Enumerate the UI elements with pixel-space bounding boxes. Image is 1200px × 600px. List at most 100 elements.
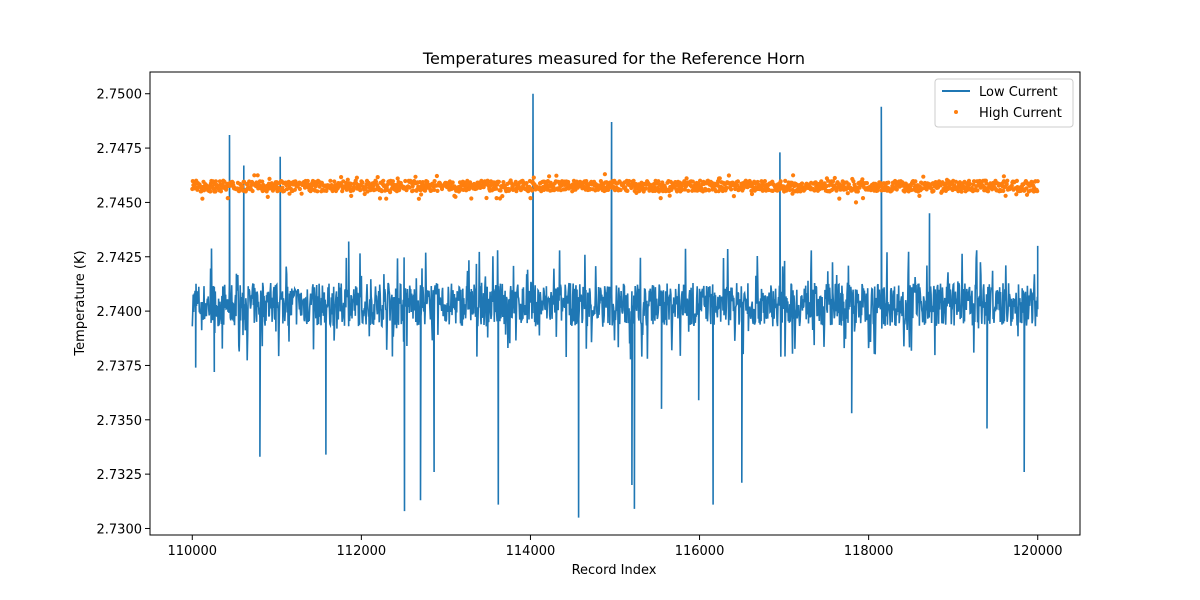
high-current-point <box>339 175 344 180</box>
high-current-point <box>1035 189 1040 194</box>
high-current-point <box>886 180 891 185</box>
high-current-point <box>1014 178 1020 183</box>
high-current-point <box>778 179 783 184</box>
high-current-point <box>827 183 832 188</box>
high-current-point <box>260 179 265 184</box>
chart-title: Temperatures measured for the Reference … <box>422 49 805 68</box>
high-current-point <box>377 196 383 201</box>
high-current-point <box>913 179 918 184</box>
plot-frame <box>149 71 1081 536</box>
plot-area <box>190 93 1040 518</box>
high-current-point <box>524 181 529 186</box>
high-current-point <box>217 179 222 184</box>
high-current-point <box>845 191 850 196</box>
high-current-point <box>218 189 224 194</box>
high-current-point <box>403 178 408 184</box>
high-current-point <box>363 185 368 190</box>
high-current-point <box>860 196 866 201</box>
high-current-point <box>643 186 649 191</box>
high-current-point <box>832 175 837 181</box>
high-current-point <box>255 173 260 178</box>
high-current-point <box>225 196 230 201</box>
high-current-point <box>629 185 634 191</box>
high-current-point <box>554 173 559 178</box>
high-current-point <box>921 174 926 179</box>
x-tick-label: 112000 <box>337 544 387 559</box>
high-current-point <box>855 189 861 194</box>
x-axis: 110000 112000 114000 116000 118000 120000 <box>167 535 1063 559</box>
high-current-point <box>373 179 379 184</box>
high-current-point <box>530 188 535 193</box>
high-current-point <box>707 188 712 193</box>
high-current-point <box>419 192 424 197</box>
high-current-point <box>494 186 499 191</box>
high-current-point <box>729 187 734 192</box>
high-current-point <box>1005 178 1010 183</box>
high-current-point <box>831 179 836 184</box>
high-current-point <box>328 178 333 183</box>
high-current-point <box>297 186 302 192</box>
high-current-point <box>1014 192 1019 197</box>
y-axis-label: Temperature (K) <box>73 250 88 356</box>
high-current-point <box>741 186 746 191</box>
high-current-point <box>837 182 843 187</box>
high-current-point <box>957 180 963 185</box>
high-current-point <box>1009 183 1014 188</box>
high-current-point <box>390 179 395 184</box>
high-current-point <box>852 182 857 187</box>
high-current-point <box>329 183 334 188</box>
high-current-point <box>547 174 552 179</box>
high-current-point <box>267 176 272 181</box>
high-current-point <box>484 195 489 201</box>
high-current-point <box>354 175 359 180</box>
high-current-point <box>959 189 964 194</box>
y-tick-label: 2.7325 <box>97 468 143 483</box>
high-current-point <box>242 179 247 184</box>
high-current-point <box>566 179 571 185</box>
high-current-point <box>790 191 795 196</box>
high-current-point <box>686 188 691 193</box>
high-current-point <box>800 181 805 186</box>
high-current-point <box>528 196 533 201</box>
high-current-point <box>864 181 870 186</box>
high-current-point <box>265 194 270 199</box>
high-current-point <box>287 191 292 196</box>
high-current-point <box>1024 186 1029 191</box>
high-current-point <box>574 179 579 184</box>
high-current-point <box>349 193 354 198</box>
high-current-point <box>735 179 741 184</box>
y-tick-label: 2.7300 <box>97 522 143 537</box>
legend-label-high-current: High Current <box>979 106 1062 121</box>
high-current-point <box>749 191 755 197</box>
high-current-point <box>853 200 859 205</box>
high-current-point <box>1001 188 1006 193</box>
high-current-point <box>479 178 484 183</box>
high-current-point <box>1001 174 1007 179</box>
high-current-point <box>213 179 218 184</box>
legend-marker-swatch <box>954 110 958 114</box>
high-current-point <box>432 187 437 192</box>
x-tick-label: 116000 <box>675 544 725 559</box>
high-current-point <box>770 188 775 193</box>
high-current-point <box>360 180 365 185</box>
y-tick-label: 2.7450 <box>97 196 143 211</box>
high-current-point <box>384 196 389 201</box>
high-current-point <box>986 189 991 194</box>
y-tick-label: 2.7425 <box>97 251 143 266</box>
high-current-point <box>968 181 973 187</box>
high-current-point <box>846 182 852 187</box>
high-current-point <box>494 196 499 201</box>
high-current-point <box>625 188 630 193</box>
high-current-point <box>631 178 636 183</box>
high-current-point <box>819 179 824 184</box>
high-current-point <box>358 188 363 193</box>
legend-label-low-current: Low Current <box>979 85 1058 100</box>
high-current-point <box>618 187 623 193</box>
high-current-point <box>783 178 788 183</box>
high-current-point <box>416 196 421 201</box>
high-current-point <box>682 187 688 192</box>
high-current-point <box>698 178 703 183</box>
high-current-point <box>851 179 856 184</box>
high-current-point <box>1024 192 1030 197</box>
high-current-point <box>413 174 418 179</box>
